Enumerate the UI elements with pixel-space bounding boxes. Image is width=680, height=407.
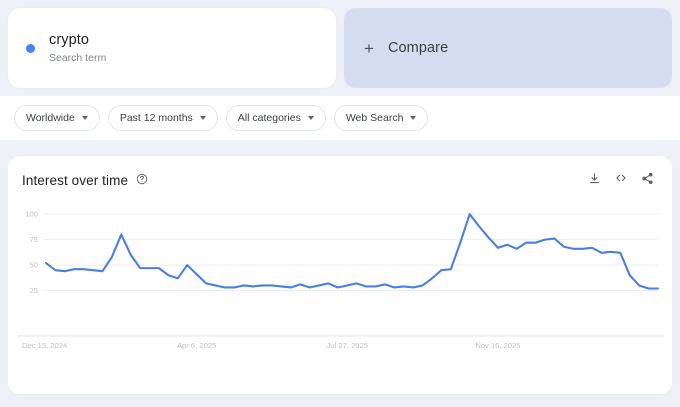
help-circle-icon[interactable] <box>136 172 148 190</box>
series-line-crypto <box>44 213 660 290</box>
filter-chip-search-type[interactable]: Web Search <box>333 105 429 131</box>
x-axis-tick-label: Apr 6, 2025 <box>177 341 216 350</box>
chart-title: Interest over time <box>22 173 129 188</box>
compare-label: Compare <box>387 40 449 56</box>
x-axis-tick-label: Nov 16, 2025 <box>475 341 520 350</box>
filter-chip-location-label: Worldwide <box>26 112 75 124</box>
filter-chip-time-range-label: Past 12 months <box>119 112 193 124</box>
chevron-down-icon <box>307 116 314 120</box>
filter-chip-category[interactable]: All categories <box>225 105 326 131</box>
search-term-text: crypto Search term <box>49 31 106 64</box>
chart-header: Interest over time <box>8 156 672 190</box>
x-axis-tick-label: Dec 15, 2024 <box>22 341 67 350</box>
filter-bar: Worldwide Past 12 months All categories … <box>0 96 680 140</box>
chart-plot-area[interactable]: 25 50 75 100 Dec 15, 2024 Apr 6, 2025 Jul 27, … <box>8 198 672 394</box>
filter-chip-location[interactable]: Worldwide <box>14 105 100 131</box>
chart-action-icons <box>588 171 654 190</box>
x-axis-tick-label: Jul 27, 2025 <box>327 341 368 350</box>
interest-over-time-line-chart[interactable]: 25 50 75 100 Dec 15, 2024 Apr 6, 2025 Jul 27, … <box>8 198 672 394</box>
chevron-down-icon <box>199 116 206 120</box>
search-term-type: Search term <box>49 51 107 64</box>
interest-over-time-card: Interest over time <box>8 156 672 394</box>
filter-chip-search-type-label: Web Search <box>345 112 404 124</box>
chevron-down-icon <box>410 116 417 120</box>
download-icon[interactable] <box>588 172 601 190</box>
embed-code-icon[interactable] <box>614 171 628 190</box>
filter-chip-category-label: All categories <box>237 112 301 124</box>
chevron-down-icon <box>81 116 88 120</box>
search-term-label: crypto <box>49 32 90 49</box>
filter-chip-time-range[interactable]: Past 12 months <box>107 105 218 131</box>
plus-icon: + <box>364 38 374 58</box>
y-axis-tick-label: 100 <box>25 210 38 219</box>
share-icon[interactable] <box>641 172 654 190</box>
search-term-card[interactable]: crypto Search term <box>8 8 336 88</box>
y-axis-tick-label: 25 <box>30 286 38 295</box>
y-axis-tick-label: 50 <box>30 261 38 270</box>
compare-button[interactable]: + Compare <box>344 8 672 88</box>
series-color-dot <box>26 43 35 53</box>
chart-title-group: Interest over time <box>22 172 148 190</box>
y-axis-tick-label: 75 <box>30 235 38 244</box>
search-term-row: crypto Search term + Compare <box>0 0 680 88</box>
